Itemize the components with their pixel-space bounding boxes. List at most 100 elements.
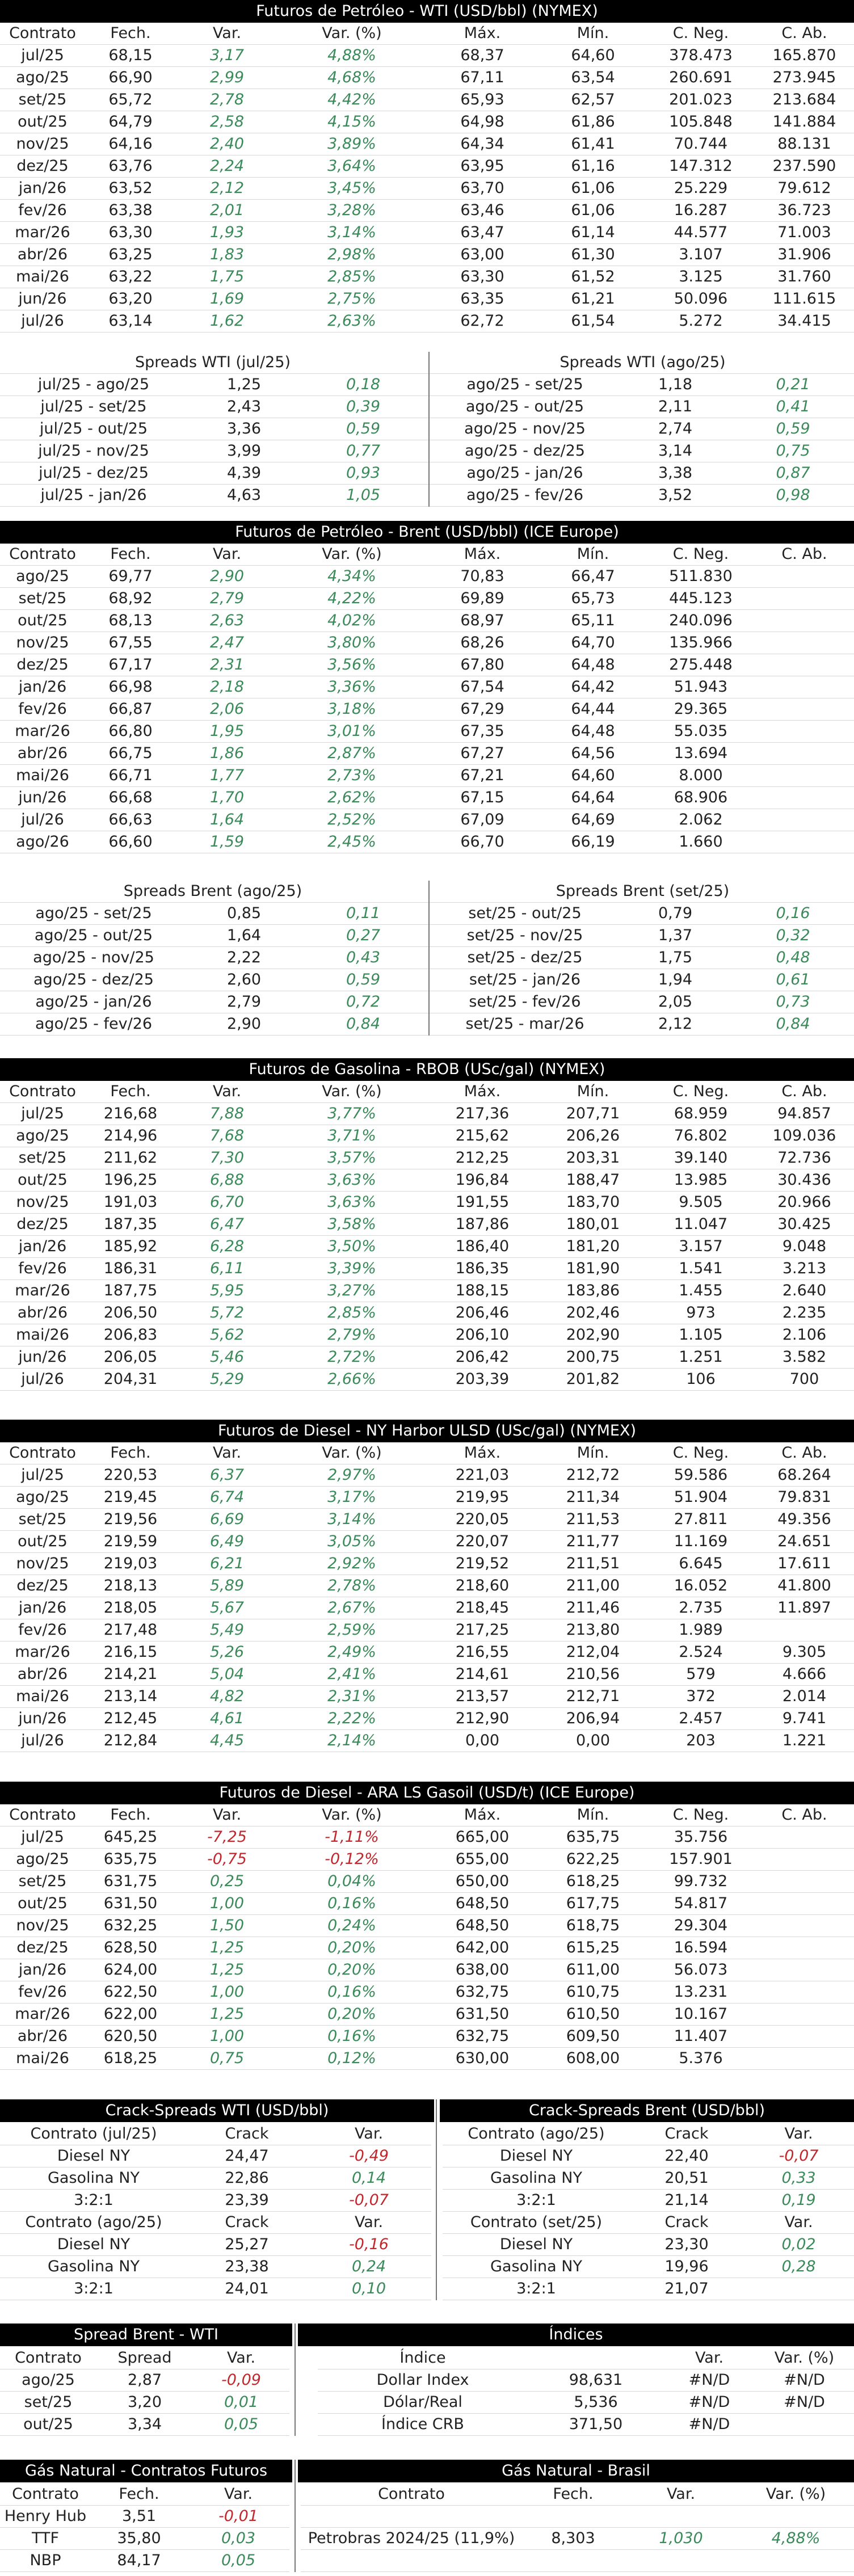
gasoil-cell-varpct: 0,20% bbox=[327, 1961, 376, 1979]
gasoil-cell-max: 655,00 bbox=[455, 1850, 510, 1868]
brent-cell-fech: 66,75 bbox=[108, 744, 153, 762]
wti-spread-cell: 3,52 bbox=[658, 486, 693, 504]
wti-cell-cab: 213.684 bbox=[772, 91, 836, 108]
gasoil-cell-min: 610,75 bbox=[566, 1983, 620, 2001]
brent-cell-var: 1,59 bbox=[209, 833, 245, 851]
brent-spread-cell: 0,43 bbox=[346, 949, 381, 966]
brent-cell-varpct: 3,01% bbox=[327, 722, 376, 740]
brent-cell-contract: mai/26 bbox=[16, 767, 69, 784]
gasoil-cell-contract: ago/25 bbox=[16, 1850, 69, 1868]
wti-col-cab: C. Ab. bbox=[781, 24, 827, 42]
brent-spread-cell: 0,61 bbox=[776, 971, 810, 988]
ulsd-row: out/25 219,59 6,49 3,05% 220,07 211,77 11.169 2… bbox=[0, 1531, 854, 1553]
rbob-row: dez/25 187,35 6,47 3,58% 187,86 180,01 11.047 3… bbox=[0, 1214, 854, 1236]
wti-cell-var: 1,69 bbox=[209, 290, 245, 308]
rbob-cell-varpct: 3,57% bbox=[327, 1149, 376, 1167]
gasoil-row: mar/26 622,00 1,25 0,20% 631,50 610,50 10.167 bbox=[0, 2003, 854, 2026]
wti-cell-varpct: 3,28% bbox=[327, 201, 376, 219]
ulsd-col-min: Mín. bbox=[577, 1444, 609, 1462]
rbob-cell-cneg: 11.047 bbox=[674, 1215, 728, 1233]
indices-cell: #N/D bbox=[755, 2369, 854, 2392]
wti-cell-min: 61,21 bbox=[571, 290, 615, 308]
rbob-cell-min: 202,46 bbox=[566, 1304, 620, 1321]
indices-cell: 371,50 bbox=[528, 2414, 664, 2436]
rbob-cell-fech: 206,50 bbox=[103, 1304, 158, 1321]
ulsd-cell-cab: 68.264 bbox=[777, 1466, 831, 1484]
ulsd-cell-cab: 9.305 bbox=[782, 1643, 827, 1661]
wti-cell-cneg: 105.848 bbox=[669, 113, 733, 131]
crack-cell: 23,38 bbox=[187, 2256, 306, 2278]
gas-brasil-cell bbox=[522, 2506, 624, 2528]
brent-cell-varpct: 2,87% bbox=[327, 744, 376, 762]
wti-spread-cell: 1,05 bbox=[346, 486, 381, 504]
crack-header-cell: Var. bbox=[306, 2123, 431, 2145]
brent-cell-varpct: 3,56% bbox=[327, 656, 376, 674]
crack-cell: Gasolina NY bbox=[0, 2167, 187, 2190]
ulsd-cell-var: 4,61 bbox=[209, 1710, 245, 1727]
rbob-cell-contract: mai/26 bbox=[16, 1326, 69, 1344]
ulsd-cell-min: 211,53 bbox=[566, 1510, 620, 1528]
ulsd-cell-cab: 49.356 bbox=[777, 1510, 831, 1528]
brent-spread-cell: ago/25 - out/25 bbox=[34, 927, 153, 944]
ulsd-row: ago/25 219,45 6,74 3,17% 219,95 211,34 51.904 7… bbox=[0, 1487, 854, 1509]
wti-cell-var: 2,40 bbox=[209, 135, 245, 153]
brent-cell-max: 67,21 bbox=[460, 767, 504, 784]
brent-cell-fech: 66,71 bbox=[108, 767, 153, 784]
ulsd-cell-max: 220,05 bbox=[455, 1510, 510, 1528]
brent-cell-contract: mar/26 bbox=[15, 722, 70, 740]
wti-cell-contract: jan/26 bbox=[18, 179, 67, 197]
wti-spread-cell: 3,14 bbox=[658, 442, 693, 460]
brent-spread-cell: 2,05 bbox=[658, 993, 693, 1011]
brent-spread-cell: 0,79 bbox=[658, 904, 693, 922]
gasoil-cell-min: 635,75 bbox=[566, 1828, 620, 1846]
wti-cell-cneg: 25.229 bbox=[674, 179, 728, 197]
crack-cell: Diesel NY bbox=[0, 2145, 187, 2167]
wti-cell-max: 64,98 bbox=[460, 113, 504, 131]
gasoil-cell-min: 615,25 bbox=[566, 1939, 620, 1956]
crack-cell: 21,07 bbox=[630, 2278, 743, 2300]
wti-cell-contract: out/25 bbox=[18, 113, 68, 131]
gasoil-row: out/25 631,50 1,00 0,16% 648,50 617,75 54.817 bbox=[0, 1893, 854, 1915]
ulsd-cell-var: 4,82 bbox=[209, 1687, 245, 1705]
brent-row: jun/26 66,68 1,70 2,62% 67,15 64,64 68.906 bbox=[0, 787, 854, 809]
crack-cell: 19,96 bbox=[630, 2256, 743, 2278]
brent-header-row: Contrato Fech. Var. Var. (%) Máx. Mín. C. Neg.… bbox=[0, 544, 854, 566]
ulsd-row: dez/25 218,13 5,89 2,78% 218,60 211,00 16.052 4… bbox=[0, 1575, 854, 1597]
rbob-cell-fech: 211,62 bbox=[103, 1149, 158, 1167]
wti-cell-varpct: 2,85% bbox=[327, 268, 376, 285]
wti-spread-cell: 0,39 bbox=[346, 398, 381, 415]
rbob-cell-contract: jun/26 bbox=[18, 1348, 67, 1366]
brent-cell-contract: jan/26 bbox=[18, 678, 67, 696]
rbob-cell-fech: 187,75 bbox=[103, 1282, 158, 1299]
brent-cell-cneg: 68.906 bbox=[674, 789, 728, 806]
rbob-cell-varpct: 3,58% bbox=[327, 1215, 376, 1233]
ulsd-row: mai/26 213,14 4,82 2,31% 213,57 212,71 372 2.01… bbox=[0, 1686, 854, 1708]
brent-cell-var: 2,06 bbox=[209, 700, 245, 718]
wti-cell-cab: 111.615 bbox=[772, 290, 836, 308]
indices-cell: #N/D bbox=[664, 2392, 755, 2414]
indices-cell: Dólar/Real bbox=[318, 2392, 528, 2414]
gasoil-cell-var: -7,25 bbox=[207, 1828, 247, 1846]
ulsd-row: jan/26 218,05 5,67 2,67% 218,45 211,46 2.735 11… bbox=[0, 1597, 854, 1619]
gas-brasil-cell bbox=[624, 2550, 738, 2572]
wti-cell-min: 61,54 bbox=[571, 312, 615, 330]
brent-cell-cneg: 1.660 bbox=[679, 833, 723, 851]
ulsd-col-fech: Fech. bbox=[110, 1444, 151, 1462]
wti-cell-max: 63,46 bbox=[460, 201, 504, 219]
ulsd-cell-contract: jun/26 bbox=[18, 1710, 67, 1727]
wti-cell-cneg: 50.096 bbox=[674, 290, 728, 308]
gasoil-col-max: Máx. bbox=[464, 1806, 501, 1824]
rbob-cell-cab: 72.736 bbox=[777, 1149, 831, 1167]
gas-futures-cell: TTF bbox=[0, 2528, 91, 2550]
wti-row: jul/25 68,15 3,17 4,88% 68,37 64,60 378.473 165… bbox=[0, 45, 854, 67]
ulsd-cell-cneg: 16.052 bbox=[674, 1577, 728, 1594]
gasoil-cell-fech: 622,50 bbox=[103, 1983, 158, 2001]
brent-cell-contract: out/25 bbox=[18, 612, 68, 629]
gas-brasil-header-cell: Var. bbox=[624, 2484, 738, 2506]
ulsd-cell-varpct: 2,97% bbox=[327, 1466, 376, 1484]
gasoil-cell-var: 1,00 bbox=[209, 1983, 245, 2001]
indices-header-cell: Var. (%) bbox=[755, 2347, 854, 2369]
rbob-cell-cneg: 1.105 bbox=[679, 1326, 723, 1344]
wti-row: mai/26 63,22 1,75 2,85% 63,30 61,52 3.125 31.76… bbox=[0, 266, 854, 288]
crack-cell: 0,28 bbox=[743, 2256, 854, 2278]
